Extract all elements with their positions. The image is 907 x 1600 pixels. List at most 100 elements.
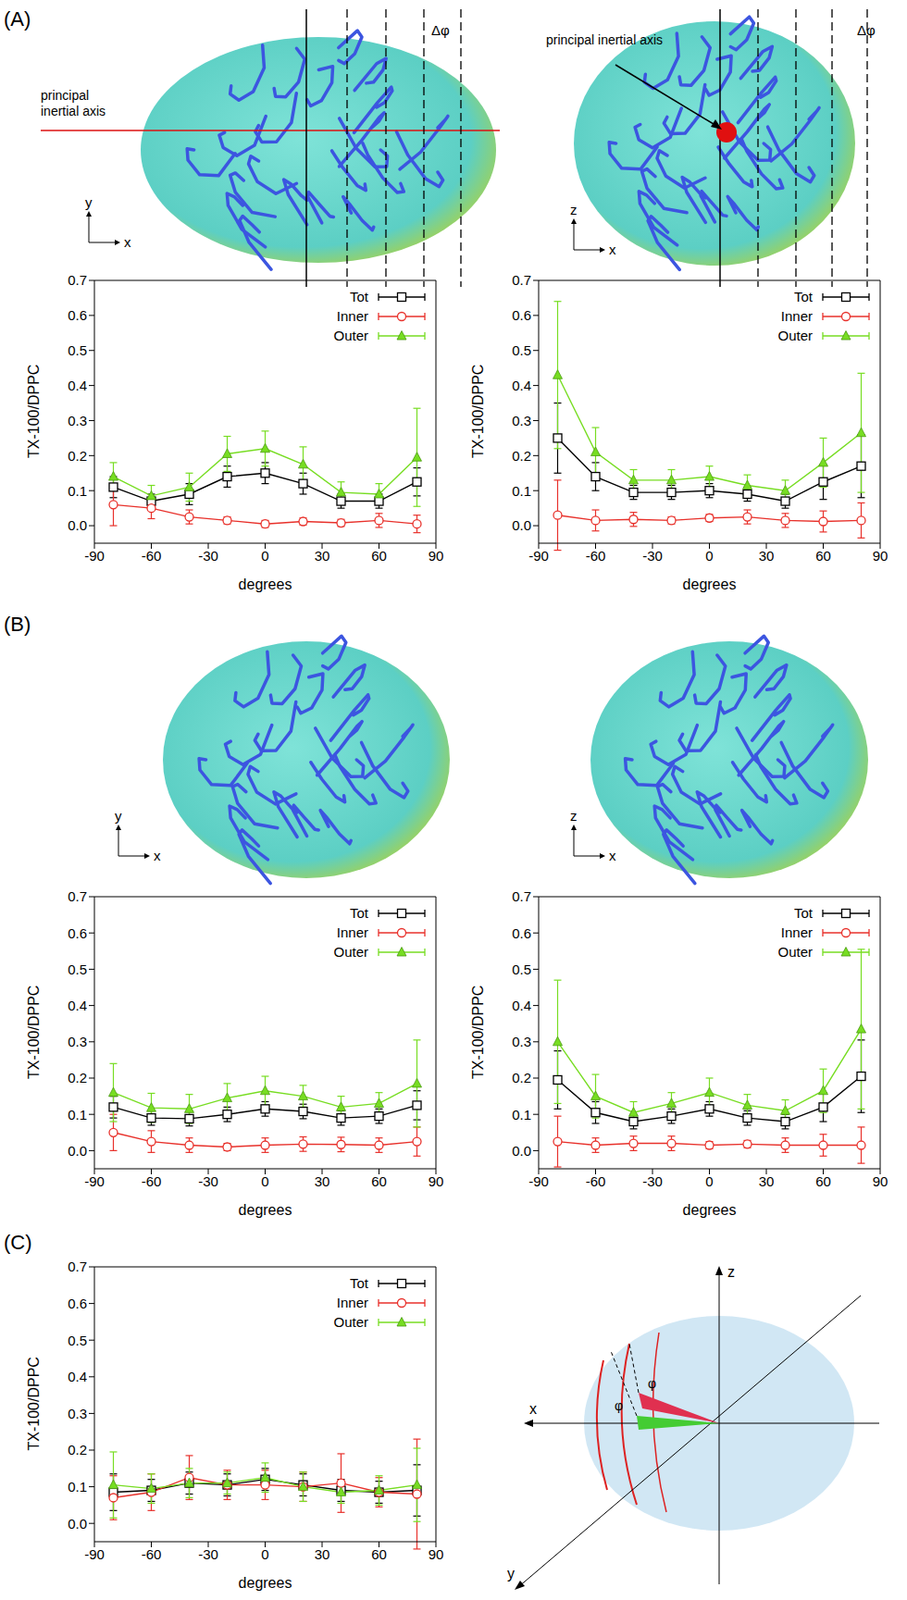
svg-text:-60: -60 [585,1173,607,1190]
svg-text:inertial axis: inertial axis [40,103,106,119]
svg-text:Δφ: Δφ [857,22,876,38]
svg-text:principal inertial axis: principal inertial axis [546,32,663,48]
svg-text:y: y [114,807,123,824]
svg-text:0.1: 0.1 [67,1478,87,1495]
svg-text:principal: principal [40,87,89,103]
svg-text:0.0: 0.0 [67,517,87,534]
svg-text:x: x [529,1401,537,1417]
svg-text:(C): (C) [7,1230,33,1255]
svg-text:-90: -90 [84,547,105,564]
svg-text:0.6: 0.6 [511,925,532,942]
svg-text:degrees: degrees [238,576,293,593]
svg-text:0.3: 0.3 [511,1033,532,1050]
svg-text:60: 60 [815,1173,832,1190]
svg-text:z: z [570,807,578,824]
svg-text:-90: -90 [528,547,549,564]
svg-text:0.1: 0.1 [67,1106,87,1123]
svg-text:Δφ: Δφ [431,22,450,38]
svg-text:y: y [85,194,93,211]
svg-text:0.7: 0.7 [511,888,532,905]
svg-text:φ: φ [647,1376,657,1392]
svg-text:0.5: 0.5 [67,961,87,978]
svg-text:0.2: 0.2 [67,447,87,464]
svg-text:z: z [570,201,578,218]
svg-text:0.3: 0.3 [67,1405,87,1422]
svg-text:0.6: 0.6 [67,307,87,324]
svg-text:x: x [608,847,617,864]
svg-text:0: 0 [705,1173,713,1190]
svg-text:0.3: 0.3 [67,412,87,429]
svg-text:TX-100/DPPC: TX-100/DPPC [25,985,42,1080]
svg-text:90: 90 [428,1546,445,1563]
svg-text:0.0: 0.0 [67,1143,87,1159]
svg-text:90: 90 [872,1173,889,1190]
svg-text:0.1: 0.1 [511,1106,532,1123]
svg-text:-90: -90 [528,1173,549,1190]
svg-text:-60: -60 [585,547,607,564]
svg-text:-30: -30 [642,547,663,564]
svg-text:0.5: 0.5 [511,342,532,359]
svg-text:30: 30 [314,547,331,564]
svg-text:30: 30 [758,1173,775,1190]
svg-text:(A): (A) [7,7,31,31]
svg-text:30: 30 [314,1173,331,1190]
svg-text:0.3: 0.3 [67,1033,87,1050]
svg-text:-60: -60 [141,547,162,564]
svg-text:0.4: 0.4 [511,377,532,394]
svg-text:0.5: 0.5 [67,1332,87,1349]
svg-text:-60: -60 [141,1173,162,1190]
svg-text:0.6: 0.6 [67,1295,87,1312]
svg-text:0: 0 [260,547,269,564]
svg-text:TX-100/DPPC: TX-100/DPPC [25,364,42,459]
svg-text:0.3: 0.3 [511,412,532,429]
svg-text:0.1: 0.1 [511,483,532,499]
svg-text:x: x [124,234,132,250]
svg-text:-90: -90 [84,1173,105,1190]
svg-text:0: 0 [260,1173,269,1190]
svg-text:degrees: degrees [238,1202,293,1218]
svg-text:0.7: 0.7 [67,272,87,288]
svg-text:0.4: 0.4 [67,377,87,394]
svg-text:0.6: 0.6 [67,925,87,942]
svg-text:(B): (B) [7,612,31,636]
svg-text:0.2: 0.2 [67,1069,87,1086]
svg-text:60: 60 [815,547,832,564]
svg-text:TX-100/DPPC: TX-100/DPPC [25,1356,42,1451]
svg-text:0.7: 0.7 [67,1258,87,1275]
svg-text:0.5: 0.5 [67,342,87,359]
svg-text:y: y [507,1565,515,1582]
svg-text:-90: -90 [84,1546,105,1563]
svg-text:-30: -30 [198,547,219,564]
svg-text:0.7: 0.7 [511,272,532,288]
svg-text:degrees: degrees [683,1202,737,1218]
svg-text:0.6: 0.6 [511,307,532,324]
svg-text:-30: -30 [198,1173,219,1190]
svg-text:60: 60 [371,1546,387,1563]
svg-text:φ: φ [614,1398,623,1414]
svg-text:0.2: 0.2 [511,447,532,464]
svg-text:0.4: 0.4 [67,997,87,1014]
svg-text:-30: -30 [198,1546,219,1563]
svg-text:0.2: 0.2 [67,1441,87,1458]
svg-text:0.2: 0.2 [511,1069,532,1086]
svg-text:60: 60 [371,1173,387,1190]
svg-text:0.4: 0.4 [67,1368,87,1385]
svg-text:90: 90 [428,547,445,564]
svg-text:degrees: degrees [683,576,737,593]
svg-text:0.5: 0.5 [511,961,532,978]
svg-text:-60: -60 [141,1546,162,1563]
svg-text:x: x [153,847,162,864]
svg-text:TX-100/DPPC: TX-100/DPPC [470,985,486,1080]
svg-text:x: x [608,241,617,258]
svg-text:30: 30 [758,547,775,564]
svg-text:60: 60 [371,547,387,564]
svg-text:0.0: 0.0 [67,1515,87,1532]
svg-text:TX-100/DPPC: TX-100/DPPC [470,364,486,459]
svg-text:-30: -30 [642,1173,663,1190]
svg-text:0.0: 0.0 [511,1143,532,1159]
svg-text:90: 90 [428,1173,445,1190]
svg-text:90: 90 [872,547,889,564]
svg-text:0.4: 0.4 [511,997,532,1014]
svg-text:z: z [727,1264,735,1280]
svg-text:0.0: 0.0 [511,517,532,534]
